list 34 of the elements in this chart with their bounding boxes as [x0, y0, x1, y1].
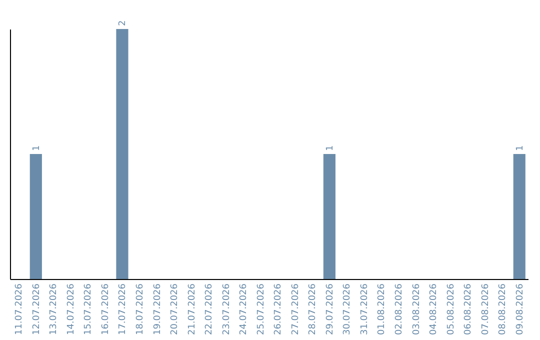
data-label: 1 — [515, 145, 526, 151]
x-tick-label: 19.07.2026 — [152, 283, 163, 336]
x-tick-label: 13.07.2026 — [49, 283, 60, 336]
x-tick-label: 22.07.2026 — [204, 283, 215, 336]
x-tick-label: 11.07.2026 — [14, 283, 25, 336]
x-tick-label: 15.07.2026 — [84, 283, 94, 336]
x-tick-label: 02.08.2026 — [394, 283, 404, 336]
x-tick-label: 27.07.2026 — [290, 283, 301, 336]
x-tick-label: 28.07.2026 — [308, 283, 318, 336]
x-tick-label: 07.08.2026 — [480, 283, 491, 336]
x-tick-label: 08.08.2026 — [498, 283, 508, 336]
data-label: 1 — [325, 145, 336, 151]
x-tick-label: 29.07.2026 — [325, 283, 336, 336]
x-tick-label: 01.08.2026 — [377, 283, 388, 336]
x-tick-label: 09.08.2026 — [515, 283, 526, 336]
x-tick-label: 14.07.2026 — [66, 283, 76, 336]
data-label: 1 — [32, 145, 42, 151]
x-tick-label: 16.07.2026 — [100, 283, 111, 336]
data-label: 2 — [118, 20, 128, 26]
x-tick-label: 23.07.2026 — [222, 283, 232, 336]
x-tick-label: 20.07.2026 — [170, 283, 180, 336]
x-tick-label: 17.07.2026 — [118, 283, 128, 336]
x-tick-label: 04.08.2026 — [429, 283, 440, 336]
x-tick-label: 30.07.2026 — [342, 283, 353, 336]
x-tick-label: 03.08.2026 — [412, 283, 422, 336]
x-tick-label: 26.07.2026 — [274, 283, 284, 336]
x-tick-label: 12.07.2026 — [32, 283, 42, 336]
x-tick-label: 05.08.2026 — [446, 283, 456, 336]
x-tick-label: 25.07.2026 — [256, 283, 266, 336]
x-tick-label: 18.07.2026 — [136, 283, 146, 336]
x-tick-label: 24.07.2026 — [239, 283, 250, 336]
x-tick-label: 06.08.2026 — [464, 283, 474, 336]
x-tick-label: 21.07.2026 — [187, 283, 198, 336]
x-tick-label: 31.07.2026 — [360, 283, 370, 336]
